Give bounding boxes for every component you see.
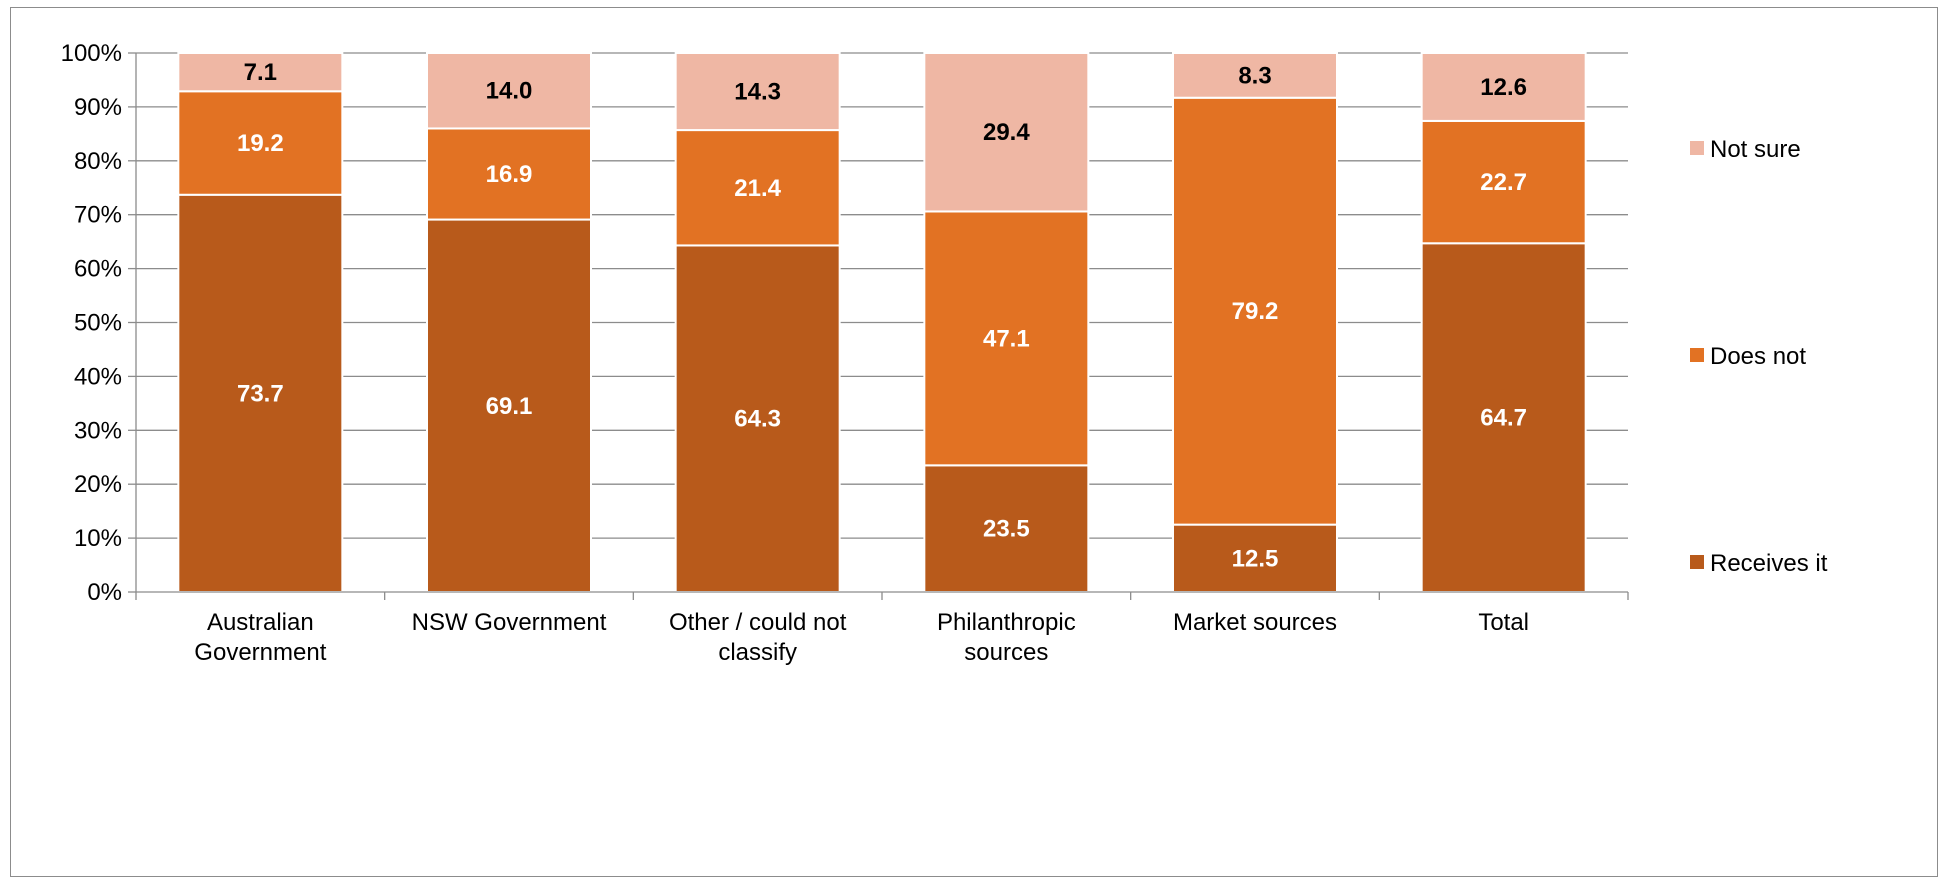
bar-segment-does-not xyxy=(1420,119,1587,245)
data-label: 21.4 xyxy=(734,175,781,202)
bar-segment-not-sure xyxy=(177,52,344,93)
bar-segment-not-sure xyxy=(426,52,592,130)
bar-segment-does-not xyxy=(426,127,592,221)
y-tick-label: 100% xyxy=(61,40,122,67)
y-tick-label: 30% xyxy=(74,417,122,444)
category-label: Other / could not classify xyxy=(669,609,847,666)
data-labels: 73.7 19.2 7.1 69.1 16.9 14.0 64.3 21.4 14.3 23.5 4… xyxy=(237,59,1527,572)
data-label: 16.9 xyxy=(486,161,533,188)
category-label: Market sources xyxy=(1173,609,1337,636)
legend-swatch-not-sure xyxy=(1690,141,1704,155)
data-label: 19.2 xyxy=(237,130,284,157)
y-tick-label: 50% xyxy=(74,310,122,337)
data-label: 14.0 xyxy=(486,78,533,105)
legend-label-not-sure: Not sure xyxy=(1710,136,1801,163)
bar-segment-not-sure xyxy=(923,52,1090,213)
category-label-line: Other / could not xyxy=(669,609,847,636)
legend: Not sure Does not Receives it xyxy=(1690,136,1828,577)
category-label: Philanthropic sources xyxy=(937,609,1076,666)
data-label: 23.5 xyxy=(983,516,1030,543)
category-label-line: sources xyxy=(964,639,1048,666)
data-label: 73.7 xyxy=(237,380,284,407)
data-label: 64.3 xyxy=(734,406,781,433)
axes: 0% 10% 20% 30% 40% 50% 60% 70% 80% 90% 100% Austral… xyxy=(61,40,1629,666)
data-label: 12.5 xyxy=(1232,545,1279,572)
y-tick-label: 20% xyxy=(74,471,122,498)
bar-segment-receives-it xyxy=(923,464,1090,593)
bar-segment-not-sure xyxy=(1172,52,1338,99)
data-label: 79.2 xyxy=(1232,298,1279,325)
bar-segment-not-sure xyxy=(674,52,841,132)
category-label-line: classify xyxy=(718,639,797,666)
category-label: Australian Government xyxy=(194,609,326,666)
y-tick-label: 10% xyxy=(74,525,122,552)
legend-label-receives-it: Receives it xyxy=(1710,550,1828,577)
data-label: 14.3 xyxy=(734,79,781,106)
category-label: NSW Government xyxy=(412,609,607,636)
legend-swatch-receives-it xyxy=(1690,555,1704,569)
data-label: 7.1 xyxy=(244,59,277,86)
data-label: 22.7 xyxy=(1480,169,1527,196)
y-tick-label: 40% xyxy=(74,363,122,390)
legend-label-does-not: Does not xyxy=(1710,343,1806,370)
category-label-line: Government xyxy=(194,639,326,666)
category-label-line: Australian xyxy=(207,609,314,636)
bar-segment-receives-it xyxy=(426,218,592,593)
data-label: 64.7 xyxy=(1480,405,1527,432)
chart-frame: 0% 10% 20% 30% 40% 50% 60% 70% 80% 90% 100% Austral… xyxy=(10,7,1938,877)
bar-segment-does-not xyxy=(674,129,841,247)
y-tick-label: 60% xyxy=(74,256,122,283)
bar-segment-not-sure xyxy=(1420,52,1587,122)
y-tick-label: 0% xyxy=(87,579,122,606)
legend-swatch-does-not xyxy=(1690,348,1704,362)
category-label-line: Market sources xyxy=(1173,609,1337,636)
data-label: 29.4 xyxy=(983,119,1030,146)
category-label-line: Philanthropic xyxy=(937,609,1076,636)
bar-segment-does-not xyxy=(923,210,1090,467)
data-label: 69.1 xyxy=(486,393,533,420)
stacked-bar-chart: 0% 10% 20% 30% 40% 50% 60% 70% 80% 90% 100% Austral… xyxy=(61,40,1828,666)
data-label: 47.1 xyxy=(983,325,1030,352)
bar-segment-does-not xyxy=(177,90,344,196)
bar-segment-receives-it xyxy=(674,244,841,593)
category-label-line: Total xyxy=(1478,609,1529,636)
category-label-line: NSW Government xyxy=(412,609,607,636)
y-tick-label: 80% xyxy=(74,148,122,175)
data-label: 8.3 xyxy=(1238,62,1271,89)
y-tick-label: 90% xyxy=(74,94,122,121)
y-tick-label: 70% xyxy=(74,202,122,229)
bar-segment-receives-it xyxy=(1172,523,1338,593)
gridlines xyxy=(136,52,1628,539)
bar-segment-receives-it xyxy=(1420,242,1587,593)
bars xyxy=(177,52,1587,594)
category-label: Total xyxy=(1478,609,1529,636)
data-label: 12.6 xyxy=(1480,74,1527,101)
